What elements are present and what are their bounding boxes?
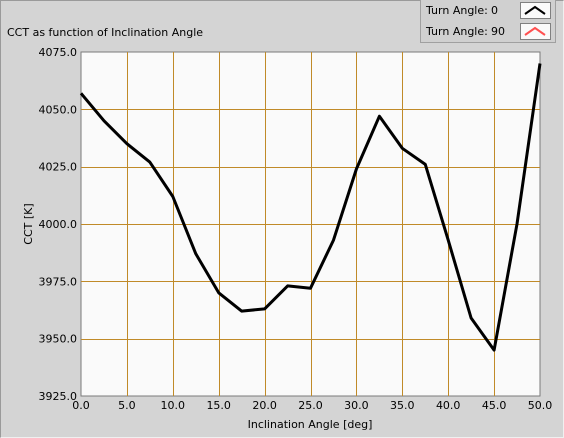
- y-tick-label: 4025.0: [39, 161, 78, 174]
- chart-title: CCT as function of Inclination Angle: [7, 26, 204, 39]
- legend-label: Turn Angle:: [426, 4, 488, 17]
- x-tick-label: 25.0: [298, 399, 323, 412]
- legend-label: Turn Angle:: [426, 25, 488, 38]
- legend-swatch-red[interactable]: [520, 23, 551, 40]
- x-tick-label: 5.0: [118, 399, 136, 412]
- y-tick-label: 3925.0: [39, 390, 78, 403]
- legend-item-turn-angle-0[interactable]: Turn Angle: 0: [421, 0, 555, 21]
- series-line-0: [79, 63, 542, 352]
- y-tick-label: 4000.0: [39, 218, 78, 231]
- x-tick-label: 20.0: [252, 399, 277, 412]
- x-tick-label: 35.0: [390, 399, 415, 412]
- x-tick-label: 15.0: [206, 399, 231, 412]
- grid-lines: [81, 52, 540, 396]
- legend-value: 0: [491, 4, 498, 17]
- x-axis-title: Inclination Angle [deg]: [248, 418, 373, 431]
- legend-swatch-line: [524, 26, 546, 36]
- legend-value: 90: [491, 25, 505, 38]
- y-tick-label: 4050.0: [39, 103, 78, 116]
- x-tick-label: 40.0: [436, 399, 461, 412]
- x-tick-label: 10.0: [161, 399, 186, 412]
- legend-item-turn-angle-90[interactable]: Turn Angle: 90: [421, 21, 555, 42]
- legend-swatch-black[interactable]: [520, 2, 551, 19]
- x-tick-label: 45.0: [482, 399, 507, 412]
- x-tick-label: 30.0: [344, 399, 369, 412]
- y-tick-label: 3950.0: [39, 333, 78, 346]
- y-axis-title: CCT [K]: [22, 203, 35, 244]
- legend-swatch-line: [524, 5, 546, 15]
- tick-labels: 0.0 5.0 10.0 15.0 20.0 25.0 30.0 35.0 40.0 45.0 50…: [39, 46, 553, 412]
- series-lines: [79, 63, 542, 352]
- x-tick-label: 50.0: [528, 399, 553, 412]
- legend[interactable]: Turn Angle: 0 Turn Angle: 90: [420, 0, 556, 43]
- y-tick-label: 3975.0: [39, 275, 78, 288]
- x-tick-label: 0.0: [72, 399, 90, 412]
- y-tick-label: 4075.0: [39, 46, 78, 59]
